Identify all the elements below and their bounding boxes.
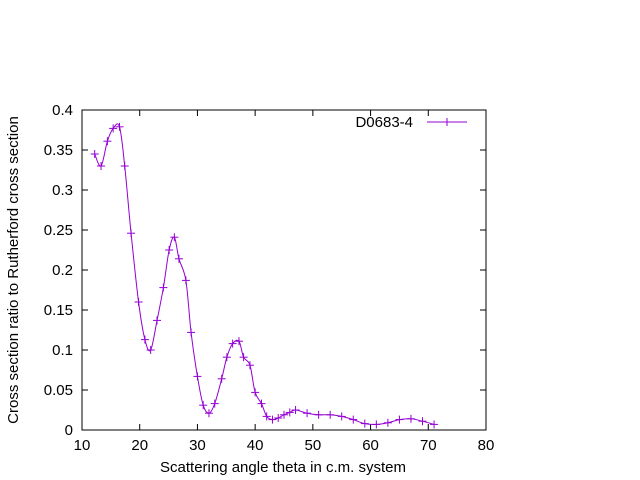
x-tick-label: 30: [189, 437, 206, 454]
data-point: [204, 409, 213, 418]
data-point: [291, 406, 300, 414]
data-point: [97, 162, 106, 170]
data-point: [217, 374, 226, 383]
data-point: [159, 283, 168, 292]
data-point: [134, 298, 143, 306]
data-point: [430, 420, 439, 429]
legend: D0683-4: [355, 114, 467, 131]
data-point: [372, 420, 381, 429]
data-point: [127, 229, 136, 238]
data-point: [109, 124, 118, 133]
x-tick-label: 70: [420, 437, 437, 454]
data-point: [193, 372, 202, 381]
data-point: [199, 401, 208, 410]
x-axis: 10 20 30 40 50 60 70 80: [74, 110, 495, 454]
y-tick-label: 0: [65, 422, 73, 439]
x-axis-title: Scattering angle theta in c.m. system: [160, 459, 406, 476]
data-point: [280, 410, 288, 419]
data-point: [245, 361, 254, 370]
data-point: [90, 150, 99, 158]
x-tick-label: 80: [478, 437, 495, 454]
data-point: [170, 233, 179, 242]
data-point: [257, 399, 266, 408]
data-point: [187, 328, 196, 337]
data-point: [274, 414, 283, 422]
y-tick-label: 0.15: [44, 302, 73, 319]
legend-label: D0683-4: [355, 114, 413, 131]
series-layer: [90, 122, 439, 429]
data-point: [239, 353, 248, 362]
data-point: [349, 415, 358, 424]
y-axis: 0 0.05 0.1 0.15 0.2 0.25 0.3 0.35 0.4: [44, 102, 486, 439]
x-tick-label: 40: [247, 437, 264, 454]
data-point: [181, 276, 190, 285]
x-tick-label: 10: [74, 437, 91, 454]
data-point: [210, 399, 219, 408]
data-point: [360, 419, 369, 428]
data-point: [228, 339, 237, 348]
data-point: [326, 410, 335, 419]
data-point: [115, 122, 124, 131]
y-tick-label: 0.3: [52, 182, 73, 199]
data-point: [251, 388, 260, 397]
y-tick-label: 0.05: [44, 382, 73, 399]
y-tick-label: 0.4: [52, 102, 73, 119]
y-tick-label: 0.1: [52, 342, 73, 359]
data-point: [383, 418, 392, 427]
data-point: [285, 408, 294, 417]
data-point: [103, 137, 112, 146]
data-point: [146, 346, 155, 354]
data-point: [153, 316, 162, 325]
series-line: [94, 123, 435, 425]
data-point: [418, 417, 427, 426]
y-tick-label: 0.25: [44, 222, 73, 239]
data-point: [165, 246, 174, 254]
data-point: [337, 412, 346, 421]
data-point: [395, 415, 404, 424]
data-point: [120, 162, 129, 170]
y-tick-label: 0.35: [44, 142, 73, 159]
x-tick-label: 20: [131, 437, 148, 454]
data-point: [303, 409, 312, 418]
data-point: [268, 415, 277, 424]
data-point: [406, 414, 415, 423]
y-axis-title: Cross section ratio to Rutherford cross …: [5, 116, 22, 424]
data-point: [174, 254, 183, 263]
data-point: [222, 353, 231, 362]
plot-frame: [81, 109, 487, 431]
data-point: [234, 337, 243, 346]
x-tick-label: 60: [362, 437, 379, 454]
data-point: [262, 412, 271, 421]
data-point: [140, 335, 149, 344]
data-point: [314, 410, 323, 419]
y-tick-label: 0.2: [52, 262, 73, 279]
x-tick-label: 50: [305, 437, 322, 454]
